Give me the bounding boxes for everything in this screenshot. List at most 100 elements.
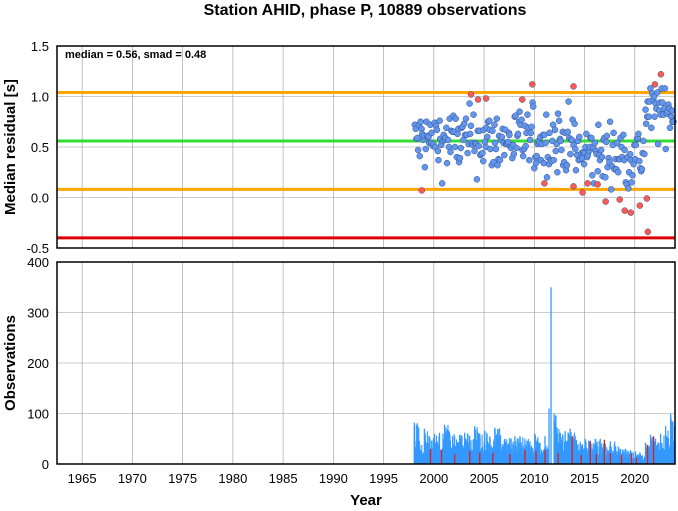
residual-point [452, 115, 459, 122]
residual-point [554, 110, 562, 117]
y-tick-label: 100 [27, 407, 49, 422]
outlier-observation-bar [652, 436, 655, 464]
residual-point [603, 138, 610, 146]
outlier-observation-bar [509, 453, 511, 464]
outlier-point [541, 180, 548, 187]
observation-bar [445, 430, 447, 464]
residual-point [491, 121, 498, 129]
residual-point [552, 147, 559, 155]
outlier-observation-bar [580, 454, 582, 464]
residual-point [591, 139, 599, 147]
observation-bar [562, 435, 564, 464]
residual-point [543, 174, 551, 181]
outlier-point [627, 209, 635, 216]
observation-bar [594, 438, 596, 464]
residual-point [610, 129, 617, 137]
residual-point [572, 166, 580, 174]
x-tick-label: 1995 [369, 471, 398, 486]
residual-point [493, 115, 500, 122]
residual-point [510, 150, 518, 158]
residual-point [641, 150, 648, 158]
observation-bar [499, 434, 501, 464]
observation-bar [556, 427, 558, 464]
outlier-observation-bar [535, 451, 537, 464]
observation-bar [453, 436, 456, 464]
residual-point [491, 139, 499, 147]
residual-point [589, 172, 596, 179]
residual-point [543, 111, 550, 118]
observation-bar [448, 433, 451, 464]
residual-point [496, 156, 504, 164]
residual-point [661, 85, 669, 92]
observations-frame [56, 261, 676, 465]
residual-point [529, 103, 537, 110]
outlier-point [594, 181, 601, 188]
observation-bar [514, 436, 516, 464]
residual-point [602, 174, 609, 181]
observation-bar [458, 434, 461, 464]
observation-bar [574, 436, 576, 464]
residual-point [498, 133, 506, 141]
residual-point [626, 150, 634, 158]
y-tick-label: 200 [27, 356, 49, 371]
residual-point [613, 139, 621, 147]
residual-point [428, 129, 435, 137]
residual-point [484, 133, 491, 141]
observation-bar [548, 408, 550, 464]
outlier-point [482, 95, 490, 102]
residual-point [557, 137, 564, 145]
residual-point [533, 152, 540, 160]
residual-point [580, 160, 588, 168]
reference-lines [57, 90, 675, 240]
residual-point [473, 176, 481, 183]
outlier-observation-bar [524, 449, 526, 464]
observation-bar [654, 438, 657, 464]
residual-point [642, 120, 650, 128]
residual-point [416, 152, 424, 160]
outlier-observation-bar [557, 452, 559, 464]
outlier-observation-bar [630, 453, 633, 464]
residual-point [551, 126, 559, 134]
residual-point [526, 136, 534, 144]
outlier-observation-bar [469, 451, 471, 464]
outlier-observation-bar [620, 454, 623, 464]
outlier-point [467, 91, 475, 98]
outlier-point [621, 207, 629, 214]
observation-bar [463, 432, 466, 464]
residual-point [588, 134, 595, 142]
residual-point [583, 130, 590, 138]
observation-bar [504, 438, 506, 464]
residual-point [563, 161, 571, 169]
residual-point [501, 151, 508, 159]
outlier-point [529, 81, 536, 88]
observation-bar [609, 441, 611, 464]
residual-point [524, 111, 531, 118]
outlier-observation-bar [479, 452, 481, 464]
observations-y-ticks: 0 100 200 300 400 [27, 255, 49, 472]
residual-point [527, 129, 535, 137]
observation-bar [518, 443, 520, 464]
residual-point [550, 156, 557, 164]
outlier-point [651, 81, 659, 88]
residual-point [666, 124, 674, 132]
x-tick-label: 2000 [419, 471, 448, 486]
residual-point [489, 127, 496, 135]
residual-point [565, 98, 572, 105]
observation-bar [526, 441, 528, 464]
residual-point [466, 130, 474, 138]
observation-bar [500, 435, 502, 464]
residual-point [659, 99, 666, 106]
observation-bar [432, 438, 434, 464]
observation-bar [443, 424, 446, 464]
outlier-point [519, 96, 526, 103]
residual-point [456, 154, 464, 162]
observation-bar [519, 436, 521, 464]
residual-y-axis-label: Median residual [s] [2, 79, 19, 215]
residual-point [516, 108, 523, 115]
residual-points [411, 71, 677, 236]
observation-bar [639, 454, 642, 464]
residual-point [651, 113, 658, 120]
residual-point [645, 113, 653, 120]
observation-bar [599, 438, 601, 464]
residual-point [662, 145, 670, 153]
